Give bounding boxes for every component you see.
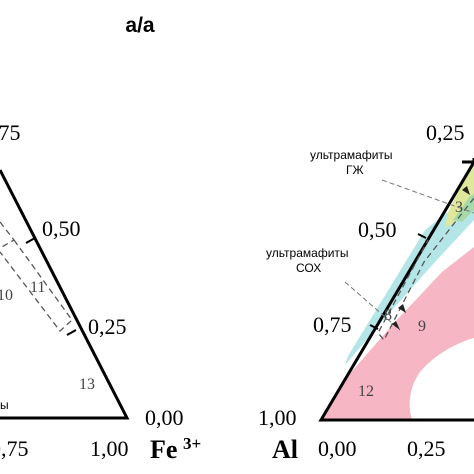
left-label-bottom-075: 0,75 <box>0 436 29 461</box>
annotation-ultramafic-gzh-line2: ГЖ <box>346 163 364 177</box>
right-ternary-diagram: 0,25 0,50 0,75 1,00 0,00 0,25 Al ультрам… <box>258 120 474 464</box>
left-apex-label: Fe 3+ <box>150 434 201 464</box>
field-3-arrow <box>462 186 470 195</box>
left-partial-text: ы <box>0 398 9 412</box>
right-field-12: 12 <box>358 383 374 400</box>
field-3-green-area <box>453 194 474 222</box>
right-tick-050 <box>417 233 427 239</box>
field-8-arrow <box>398 304 406 313</box>
apex-fe-superscript: 3+ <box>183 434 201 453</box>
right-label-025: 0,25 <box>426 120 465 145</box>
apex-fe: Fe <box>150 435 177 464</box>
left-dashed-field <box>0 221 73 332</box>
left-field-11: 11 <box>30 279 45 296</box>
annotation-ultramafic-sox-line2: СОХ <box>296 261 321 275</box>
left-tick-025 <box>66 329 77 336</box>
right-label-bottom-000: 0,00 <box>318 436 357 461</box>
right-label-050: 0,50 <box>358 217 397 242</box>
right-label-100: 1,00 <box>258 405 297 430</box>
field-12-pink-area <box>320 247 474 420</box>
right-tick-075 <box>369 324 379 330</box>
figure-title: a/a <box>125 14 155 37</box>
right-field-9: 9 <box>418 318 426 335</box>
left-tick-050 <box>25 237 36 244</box>
annotation-arrow <box>392 321 400 330</box>
left-ternary-diagram: 0,50 0,25 0,00 0,75 0,75 1,00 Fe 3+ 10 1… <box>0 120 201 464</box>
right-label-bottom-025: 0,25 <box>407 436 446 461</box>
right-triangle-outline <box>318 158 474 422</box>
left-label-000: 0,00 <box>145 405 184 430</box>
right-dashed-field <box>377 197 474 342</box>
left-label-075-top: 0,75 <box>0 120 21 145</box>
right-field-3: 3 <box>455 199 463 216</box>
left-label-050: 0,50 <box>42 216 81 241</box>
left-label-025: 0,25 <box>88 314 127 339</box>
annotation-ultramafic-sox-line1: ультрамафиты <box>266 246 349 260</box>
right-apex-label: Al <box>272 435 298 464</box>
left-field-10: 10 <box>0 287 13 304</box>
left-triangle-outline <box>0 169 130 420</box>
annotation-leader-gzh <box>381 179 474 214</box>
field-3-yellow-area <box>445 165 474 228</box>
right-label-075: 0,75 <box>313 312 352 337</box>
annotation-leader-sox <box>344 281 401 331</box>
annotation-ultramafic-gzh-line1: ультрамафиты <box>310 148 393 162</box>
right-field-8: 8 <box>384 307 392 324</box>
left-label-bottom-100: 1,00 <box>90 436 129 461</box>
left-field-13: 13 <box>79 376 95 393</box>
